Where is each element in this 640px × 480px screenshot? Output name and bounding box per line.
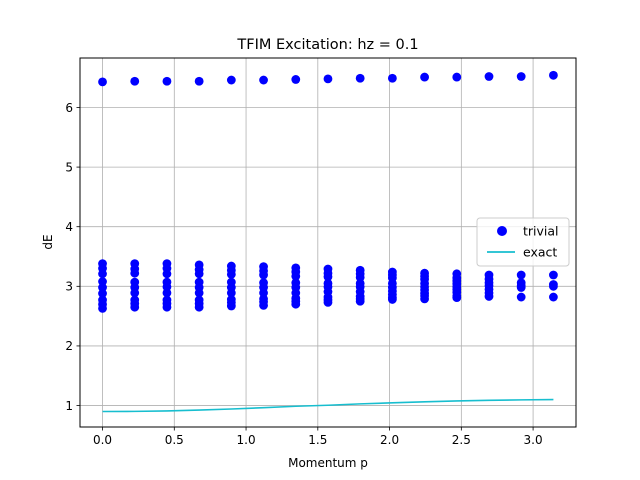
exact-series [102, 398, 554, 413]
y-tick-label: 1 [65, 399, 73, 413]
trivial-point [226, 288, 236, 298]
y-tick-label: 3 [65, 280, 73, 294]
trivial-point [259, 270, 268, 280]
legend-marker-trivial [497, 226, 507, 236]
y-tick-label: 2 [65, 339, 73, 353]
trivial-point [452, 293, 462, 303]
trivial-point [549, 70, 558, 80]
trivial-point [291, 75, 301, 84]
trivial-series [98, 70, 558, 313]
legend: trivial exact [476, 217, 570, 267]
chart-title: TFIM Excitation: hz = 0.1 [236, 37, 418, 53]
trivial-point [355, 296, 365, 306]
trivial-point [420, 294, 429, 304]
trivial-point [516, 283, 526, 292]
trivial-point [323, 74, 333, 84]
legend-label-exact: exact [523, 245, 557, 260]
legend-label-trivial: trivial [523, 224, 559, 239]
trivial-point [549, 270, 558, 280]
trivial-point [130, 76, 140, 86]
x-tick-label: 2.5 [452, 433, 471, 447]
trivial-point [162, 269, 172, 279]
trivial-point [194, 302, 204, 312]
x-axis-title: Momentum p [288, 456, 368, 470]
trivial-point [323, 272, 333, 282]
trivial-point [516, 270, 526, 280]
y-tick-label: 4 [65, 220, 73, 234]
y-tick-label: 6 [65, 101, 73, 115]
trivial-point [162, 302, 172, 312]
plot-frame [79, 57, 577, 428]
trivial-point [516, 72, 526, 81]
y-tick-label: 5 [65, 160, 73, 174]
x-tick-label: 1.0 [237, 433, 256, 447]
trivial-point [484, 72, 494, 81]
trivial-point [194, 288, 204, 298]
trivial-point [291, 299, 301, 309]
x-tick-label: 1.5 [308, 433, 327, 447]
trivial-point [162, 288, 172, 298]
trivial-point [387, 295, 397, 304]
x-tick-label: 0.5 [165, 433, 184, 447]
trivial-point [323, 298, 333, 307]
trivial-point [259, 300, 268, 310]
trivial-point [98, 303, 107, 313]
trivial-point [130, 268, 140, 278]
trivial-point [259, 75, 268, 85]
trivial-point [226, 301, 236, 311]
trivial-point [355, 73, 365, 83]
trivial-point [130, 288, 140, 298]
x-tick-label: 3.0 [524, 433, 543, 447]
trivial-point [484, 292, 494, 301]
trivial-point [420, 72, 429, 82]
trivial-point [130, 302, 140, 312]
trivial-point [291, 271, 301, 281]
exact-line [102, 398, 554, 413]
x-tick-label: 2.0 [380, 433, 399, 447]
trivial-point [194, 76, 204, 86]
trivial-point [98, 269, 107, 279]
trivial-point [98, 289, 107, 298]
trivial-point [549, 292, 558, 302]
trivial-point [194, 269, 204, 279]
trivial-point [98, 77, 107, 87]
trivial-point [387, 73, 397, 83]
trivial-point [549, 281, 558, 291]
x-axis-ticks: 0.0 0.5 1.0 1.5 2.0 2.5 3.0 [93, 427, 543, 447]
y-axis-title: dE [41, 234, 55, 249]
trivial-point [162, 76, 172, 86]
y-axis-ticks: 1 2 3 4 5 6 [65, 101, 80, 413]
trivial-point [226, 269, 236, 279]
x-tick-label: 0.0 [93, 433, 112, 447]
trivial-point [452, 72, 462, 82]
trivial-point [226, 75, 236, 85]
trivial-point [516, 292, 526, 302]
